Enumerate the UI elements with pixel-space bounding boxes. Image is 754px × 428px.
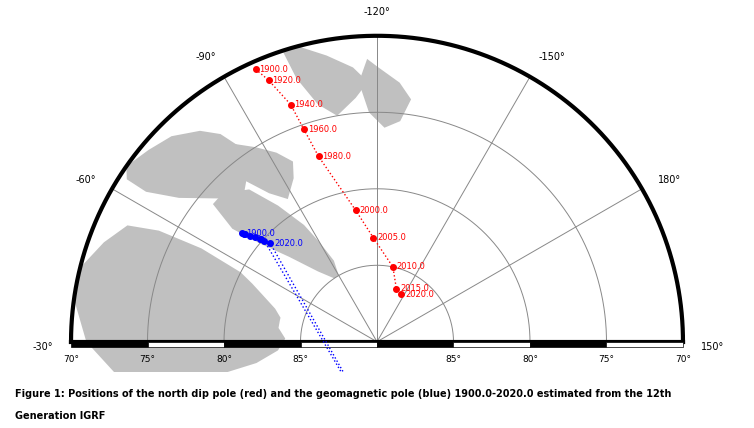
Bar — [301, 342, 377, 347]
Bar — [530, 342, 606, 347]
Text: Figure 1: Positions of the north dip pole (red) and the geomagnetic pole (blue) : Figure 1: Positions of the north dip pol… — [15, 389, 672, 399]
Text: -150°: -150° — [538, 52, 566, 62]
Polygon shape — [71, 36, 683, 342]
Polygon shape — [74, 226, 285, 386]
Text: 180°: 180° — [658, 175, 681, 184]
Text: 1980.0: 1980.0 — [323, 152, 351, 161]
Text: Generation IGRF: Generation IGRF — [15, 411, 106, 421]
Text: -60°: -60° — [75, 175, 96, 184]
Text: 1960.0: 1960.0 — [308, 125, 336, 134]
Bar — [148, 342, 224, 347]
Polygon shape — [213, 190, 339, 278]
Text: 1900.0: 1900.0 — [246, 229, 275, 238]
Text: 75°: 75° — [139, 355, 155, 364]
Polygon shape — [127, 131, 248, 199]
Text: -120°: -120° — [363, 7, 391, 18]
Text: -30°: -30° — [32, 342, 53, 352]
Bar — [71, 342, 148, 347]
Text: 1940.0: 1940.0 — [295, 100, 323, 109]
Text: 150°: 150° — [701, 342, 725, 352]
Text: 2015.0: 2015.0 — [400, 284, 429, 293]
Text: 2020.0: 2020.0 — [405, 290, 434, 299]
Polygon shape — [283, 46, 368, 116]
Text: 85°: 85° — [293, 355, 308, 364]
Text: 75°: 75° — [599, 355, 615, 364]
Text: 1920.0: 1920.0 — [272, 76, 302, 85]
Text: 2020.0: 2020.0 — [274, 239, 303, 248]
Text: 70°: 70° — [675, 355, 691, 364]
Text: 80°: 80° — [522, 355, 538, 364]
Bar — [606, 342, 683, 347]
Bar — [453, 342, 530, 347]
Text: -90°: -90° — [195, 52, 216, 62]
Polygon shape — [210, 143, 293, 199]
Text: 1900.0: 1900.0 — [259, 65, 288, 74]
Bar — [224, 342, 301, 347]
Text: 2000.0: 2000.0 — [360, 206, 388, 215]
Text: 2010.0: 2010.0 — [397, 262, 425, 271]
Text: 2005.0: 2005.0 — [377, 233, 406, 242]
Text: 85°: 85° — [446, 355, 461, 364]
Text: 80°: 80° — [216, 355, 232, 364]
Text: 70°: 70° — [63, 355, 79, 364]
Polygon shape — [359, 59, 411, 128]
Bar — [377, 342, 453, 347]
